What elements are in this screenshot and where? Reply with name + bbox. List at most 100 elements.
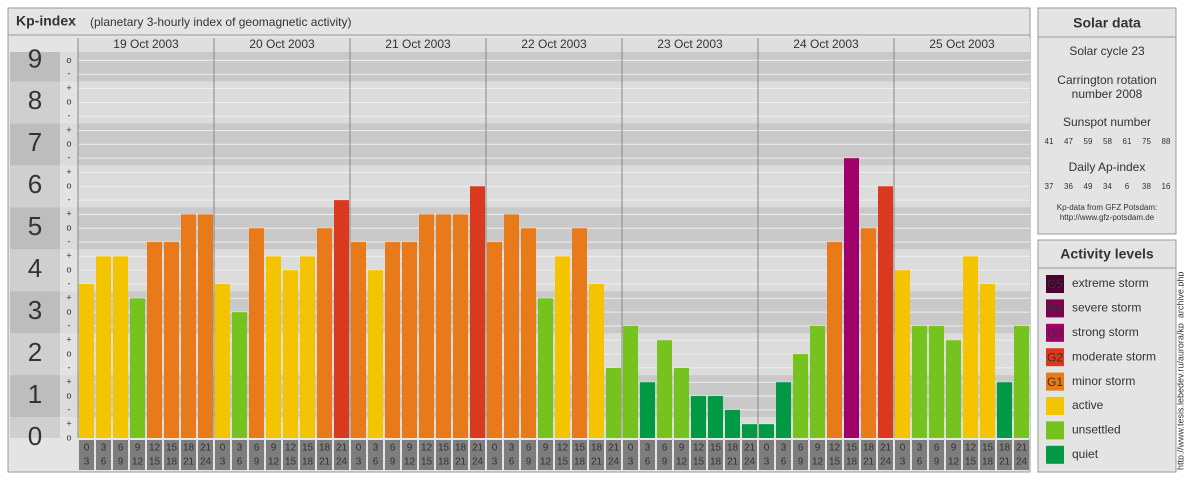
bar <box>844 158 859 438</box>
hour-label: 18 <box>999 443 1011 454</box>
hour-cell <box>776 440 791 470</box>
hour-cell <box>691 440 706 470</box>
band <box>10 417 1030 438</box>
hour-label: 3 <box>917 443 923 454</box>
hour-label: 9 <box>662 457 668 468</box>
y-label-cell <box>10 333 60 376</box>
bar <box>657 340 672 438</box>
bar <box>504 214 519 438</box>
hour-cell <box>419 440 434 470</box>
hour-cell <box>793 440 808 470</box>
hour-label: 12 <box>948 457 960 468</box>
y-label-cell <box>10 207 60 250</box>
bar <box>606 367 621 438</box>
levels-title: Activity levels <box>1060 246 1154 262</box>
ap-value: 36 <box>1064 182 1073 191</box>
bar <box>742 424 757 438</box>
hour-label: 24 <box>608 457 620 468</box>
bar <box>827 242 842 438</box>
hour-label: 9 <box>679 443 685 454</box>
hour-cell <box>742 440 757 470</box>
hour-label: 12 <box>812 457 824 468</box>
ap-value: 38 <box>1142 182 1151 191</box>
hour-label: 21 <box>744 443 756 454</box>
hour-label: 15 <box>693 457 705 468</box>
bar <box>776 382 791 438</box>
hour-label: 3 <box>509 443 515 454</box>
bar <box>436 214 451 438</box>
hour-label: 18 <box>319 443 331 454</box>
hour-cell <box>657 440 672 470</box>
hour-label: 6 <box>645 457 651 468</box>
bar <box>878 186 893 438</box>
hour-label: 9 <box>271 443 277 454</box>
hour-label: 15 <box>149 457 161 468</box>
y-tick-label: 9 <box>28 43 42 73</box>
hour-cell <box>759 440 774 470</box>
bar <box>810 325 825 438</box>
minor-tick-label: - <box>68 69 71 79</box>
hour-label: 12 <box>676 457 688 468</box>
hour-label: 24 <box>1016 457 1028 468</box>
hour-label: 12 <box>421 443 433 454</box>
ap-value: 49 <box>1084 182 1093 191</box>
hour-label: 0 <box>84 443 90 454</box>
hour-label: 6 <box>390 443 396 454</box>
bar <box>487 242 502 438</box>
day-label: 19 Oct 2003 <box>113 37 179 51</box>
hour-label: 9 <box>254 457 260 468</box>
bar <box>997 382 1012 438</box>
bar <box>1014 325 1029 438</box>
hour-cell <box>283 440 298 470</box>
legend-label: unsettled <box>1072 423 1121 437</box>
bar <box>130 298 145 438</box>
day-header <box>78 38 214 52</box>
hour-label: 12 <box>557 443 569 454</box>
hour-label: 18 <box>302 457 314 468</box>
hour-label: 21 <box>863 457 875 468</box>
hour-label: 6 <box>781 457 787 468</box>
sunspot-value: 41 <box>1045 137 1054 146</box>
hour-cell <box>504 440 519 470</box>
minor-tick-label: - <box>68 194 71 204</box>
sunspot-value: 59 <box>1084 137 1093 146</box>
legend-swatch <box>1046 275 1064 293</box>
legend-label: strong storm <box>1072 325 1139 339</box>
y-tick-label: 1 <box>28 379 42 409</box>
minor-tick-label: o <box>66 265 71 275</box>
legend-swatch <box>1046 397 1064 415</box>
minor-tick-label: o <box>66 55 71 65</box>
legend-code: G1 <box>1047 375 1063 389</box>
bar <box>419 214 434 438</box>
bar <box>351 242 366 438</box>
y-label-cell <box>10 249 60 292</box>
hour-cell <box>130 440 145 470</box>
minor-tick-label: + <box>66 293 71 303</box>
hour-label: 15 <box>982 443 994 454</box>
hour-cell <box>725 440 740 470</box>
legend-label: severe storm <box>1072 301 1141 315</box>
bar <box>96 256 111 438</box>
hour-cell <box>623 440 638 470</box>
hour-label: 21 <box>200 443 212 454</box>
hour-cell <box>181 440 196 470</box>
hour-label: 21 <box>336 443 348 454</box>
bar <box>215 284 230 438</box>
bar <box>708 396 723 438</box>
hour-label: 3 <box>628 457 634 468</box>
hour-cell <box>912 440 927 470</box>
hour-label: 24 <box>336 457 348 468</box>
hour-label: 9 <box>390 457 396 468</box>
legend-swatch <box>1046 421 1064 440</box>
hour-cell <box>385 440 400 470</box>
hour-cell <box>589 440 604 470</box>
hour-label: 0 <box>900 443 906 454</box>
hour-cell <box>538 440 553 470</box>
legend-code: G4 <box>1047 302 1063 316</box>
hour-label: 15 <box>574 443 586 454</box>
hour-label: 15 <box>438 443 450 454</box>
minor-tick-label: - <box>68 320 71 330</box>
hour-label: 12 <box>132 457 144 468</box>
bar <box>113 256 128 438</box>
hour-cell <box>895 440 910 470</box>
